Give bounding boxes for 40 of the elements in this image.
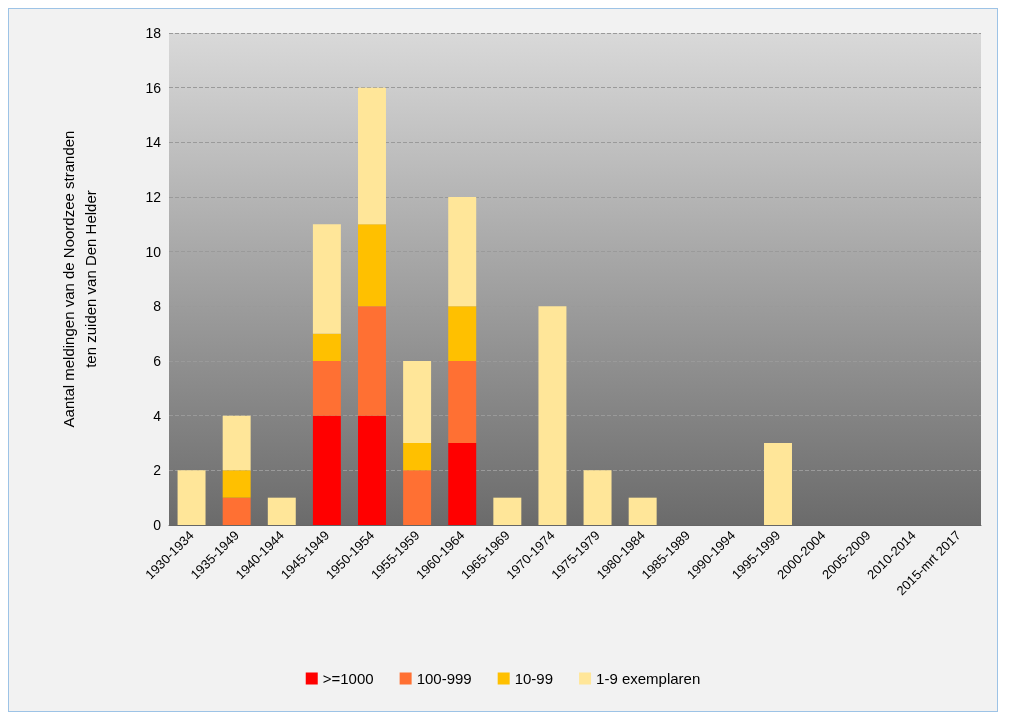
y-tick-label: 6	[153, 353, 162, 369]
bar	[538, 306, 567, 525]
y-axis-title: Aantal meldingen van de Noordzee stranden ten zuiden van Den Helder	[59, 130, 99, 428]
bar	[493, 497, 522, 525]
y-tick-label: 12	[145, 189, 162, 205]
bar	[764, 443, 792, 525]
bar	[312, 415, 341, 525]
y-tick-label: 18	[145, 25, 162, 41]
legend-label: >=1000	[322, 670, 374, 687]
bar	[358, 306, 386, 416]
bar	[358, 87, 386, 225]
legend-label: 1-9 exemplaren	[596, 670, 701, 687]
bar	[403, 443, 432, 471]
y-tick-label: 8	[153, 298, 162, 315]
y-tick-label: 4	[153, 407, 162, 424]
bar	[312, 361, 341, 416]
bar	[358, 415, 386, 525]
bar	[177, 470, 206, 525]
y-tick-label: 14	[145, 134, 162, 151]
bar	[312, 333, 341, 361]
y-tick-label: 16	[145, 79, 162, 96]
bar	[403, 361, 432, 443]
bar	[222, 470, 251, 498]
bar	[403, 470, 432, 525]
bar	[583, 470, 612, 525]
bar	[222, 497, 251, 525]
y-tick-label: 10	[145, 243, 162, 260]
legend-label: 10-99	[514, 670, 554, 687]
bar	[267, 497, 296, 525]
y-tick-label: 2	[153, 462, 162, 479]
legend-label: 100-999	[416, 670, 472, 687]
bar	[358, 224, 386, 307]
bar	[448, 306, 477, 361]
bar	[222, 415, 251, 471]
bar	[448, 361, 477, 443]
y-tick-label: 0	[153, 517, 162, 533]
bar	[448, 443, 477, 525]
bar	[312, 224, 341, 334]
bar	[628, 497, 657, 525]
bar	[448, 197, 477, 307]
